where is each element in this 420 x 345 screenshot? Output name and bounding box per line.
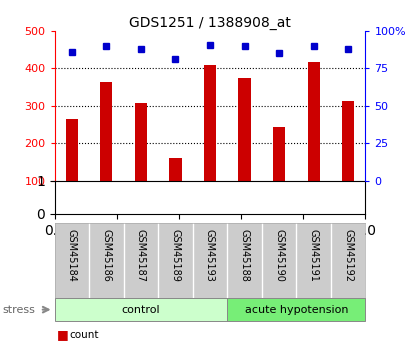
Text: GSM45187: GSM45187 bbox=[136, 229, 146, 282]
Bar bbox=[204, 66, 216, 181]
Title: GDS1251 / 1388908_at: GDS1251 / 1388908_at bbox=[129, 16, 291, 30]
FancyBboxPatch shape bbox=[227, 298, 365, 321]
Text: control: control bbox=[122, 305, 160, 315]
Text: GSM45193: GSM45193 bbox=[205, 229, 215, 282]
Text: GSM45186: GSM45186 bbox=[101, 229, 111, 282]
Text: stress: stress bbox=[2, 305, 35, 315]
Text: acute hypotension: acute hypotension bbox=[244, 305, 348, 315]
Bar bbox=[100, 81, 113, 181]
Text: GSM45192: GSM45192 bbox=[343, 229, 353, 282]
Text: GSM45188: GSM45188 bbox=[239, 229, 249, 282]
Bar bbox=[273, 127, 285, 181]
Text: GSM45189: GSM45189 bbox=[171, 229, 181, 282]
Text: GSM45184: GSM45184 bbox=[67, 229, 77, 282]
Text: ■: ■ bbox=[57, 344, 68, 345]
Bar bbox=[307, 62, 320, 181]
Bar bbox=[239, 78, 251, 181]
Text: GSM45191: GSM45191 bbox=[309, 229, 319, 282]
Text: ■: ■ bbox=[57, 328, 68, 341]
Bar bbox=[135, 103, 147, 181]
Bar bbox=[342, 101, 354, 181]
Bar bbox=[66, 119, 78, 181]
Text: GSM45190: GSM45190 bbox=[274, 229, 284, 282]
Bar bbox=[169, 158, 181, 181]
Text: count: count bbox=[69, 330, 99, 339]
FancyBboxPatch shape bbox=[55, 298, 227, 321]
